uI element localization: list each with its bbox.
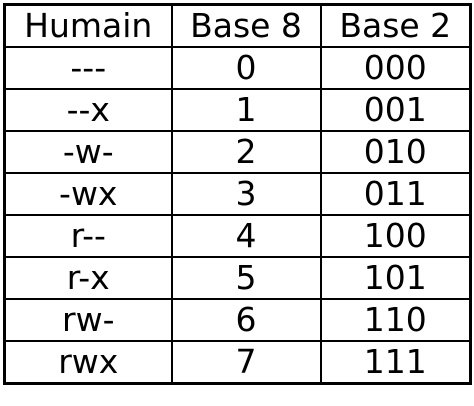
cell-base-8: 2	[170, 130, 322, 174]
permissions-table: Humain Base 8 Base 2 --- 0 000 --x 1 001…	[3, 3, 472, 385]
cell-base-8: 4	[170, 214, 322, 258]
table-row: r-- 4 100	[3, 214, 472, 258]
cell-base-2: 100	[319, 214, 472, 258]
cell-base-8: 5	[170, 256, 322, 300]
cell-base-2: 110	[319, 298, 472, 342]
cell-base-8: 6	[170, 298, 322, 342]
cell-humain: rw-	[3, 298, 173, 342]
cell-base-2: 010	[319, 130, 472, 174]
header-base-2: Base 2	[319, 3, 472, 48]
cell-base-8: 0	[170, 46, 322, 90]
cell-base-2: 011	[319, 172, 472, 216]
cell-humain: r-x	[3, 256, 173, 300]
header-humain: Humain	[3, 3, 173, 48]
cell-base-2: 000	[319, 46, 472, 90]
cell-humain: ---	[3, 46, 173, 90]
table-row: --- 0 000	[3, 46, 472, 90]
cell-base-8: 7	[170, 340, 322, 385]
cell-base-2: 111	[319, 340, 472, 385]
table-row: rw- 6 110	[3, 298, 472, 342]
cell-humain: -wx	[3, 172, 173, 216]
table-row: r-x 5 101	[3, 256, 472, 300]
cell-base-2: 101	[319, 256, 472, 300]
header-base-8: Base 8	[170, 3, 322, 48]
cell-humain: --x	[3, 88, 173, 132]
table-row: --x 1 001	[3, 88, 472, 132]
cell-base-8: 1	[170, 88, 322, 132]
cell-humain: r--	[3, 214, 173, 258]
table-row: rwx 7 111	[3, 340, 472, 385]
cell-base-8: 3	[170, 172, 322, 216]
table-row: -w- 2 010	[3, 130, 472, 174]
cell-humain: rwx	[3, 340, 173, 385]
table-row: -wx 3 011	[3, 172, 472, 216]
header-row: Humain Base 8 Base 2	[3, 3, 472, 48]
cell-base-2: 001	[319, 88, 472, 132]
cell-humain: -w-	[3, 130, 173, 174]
